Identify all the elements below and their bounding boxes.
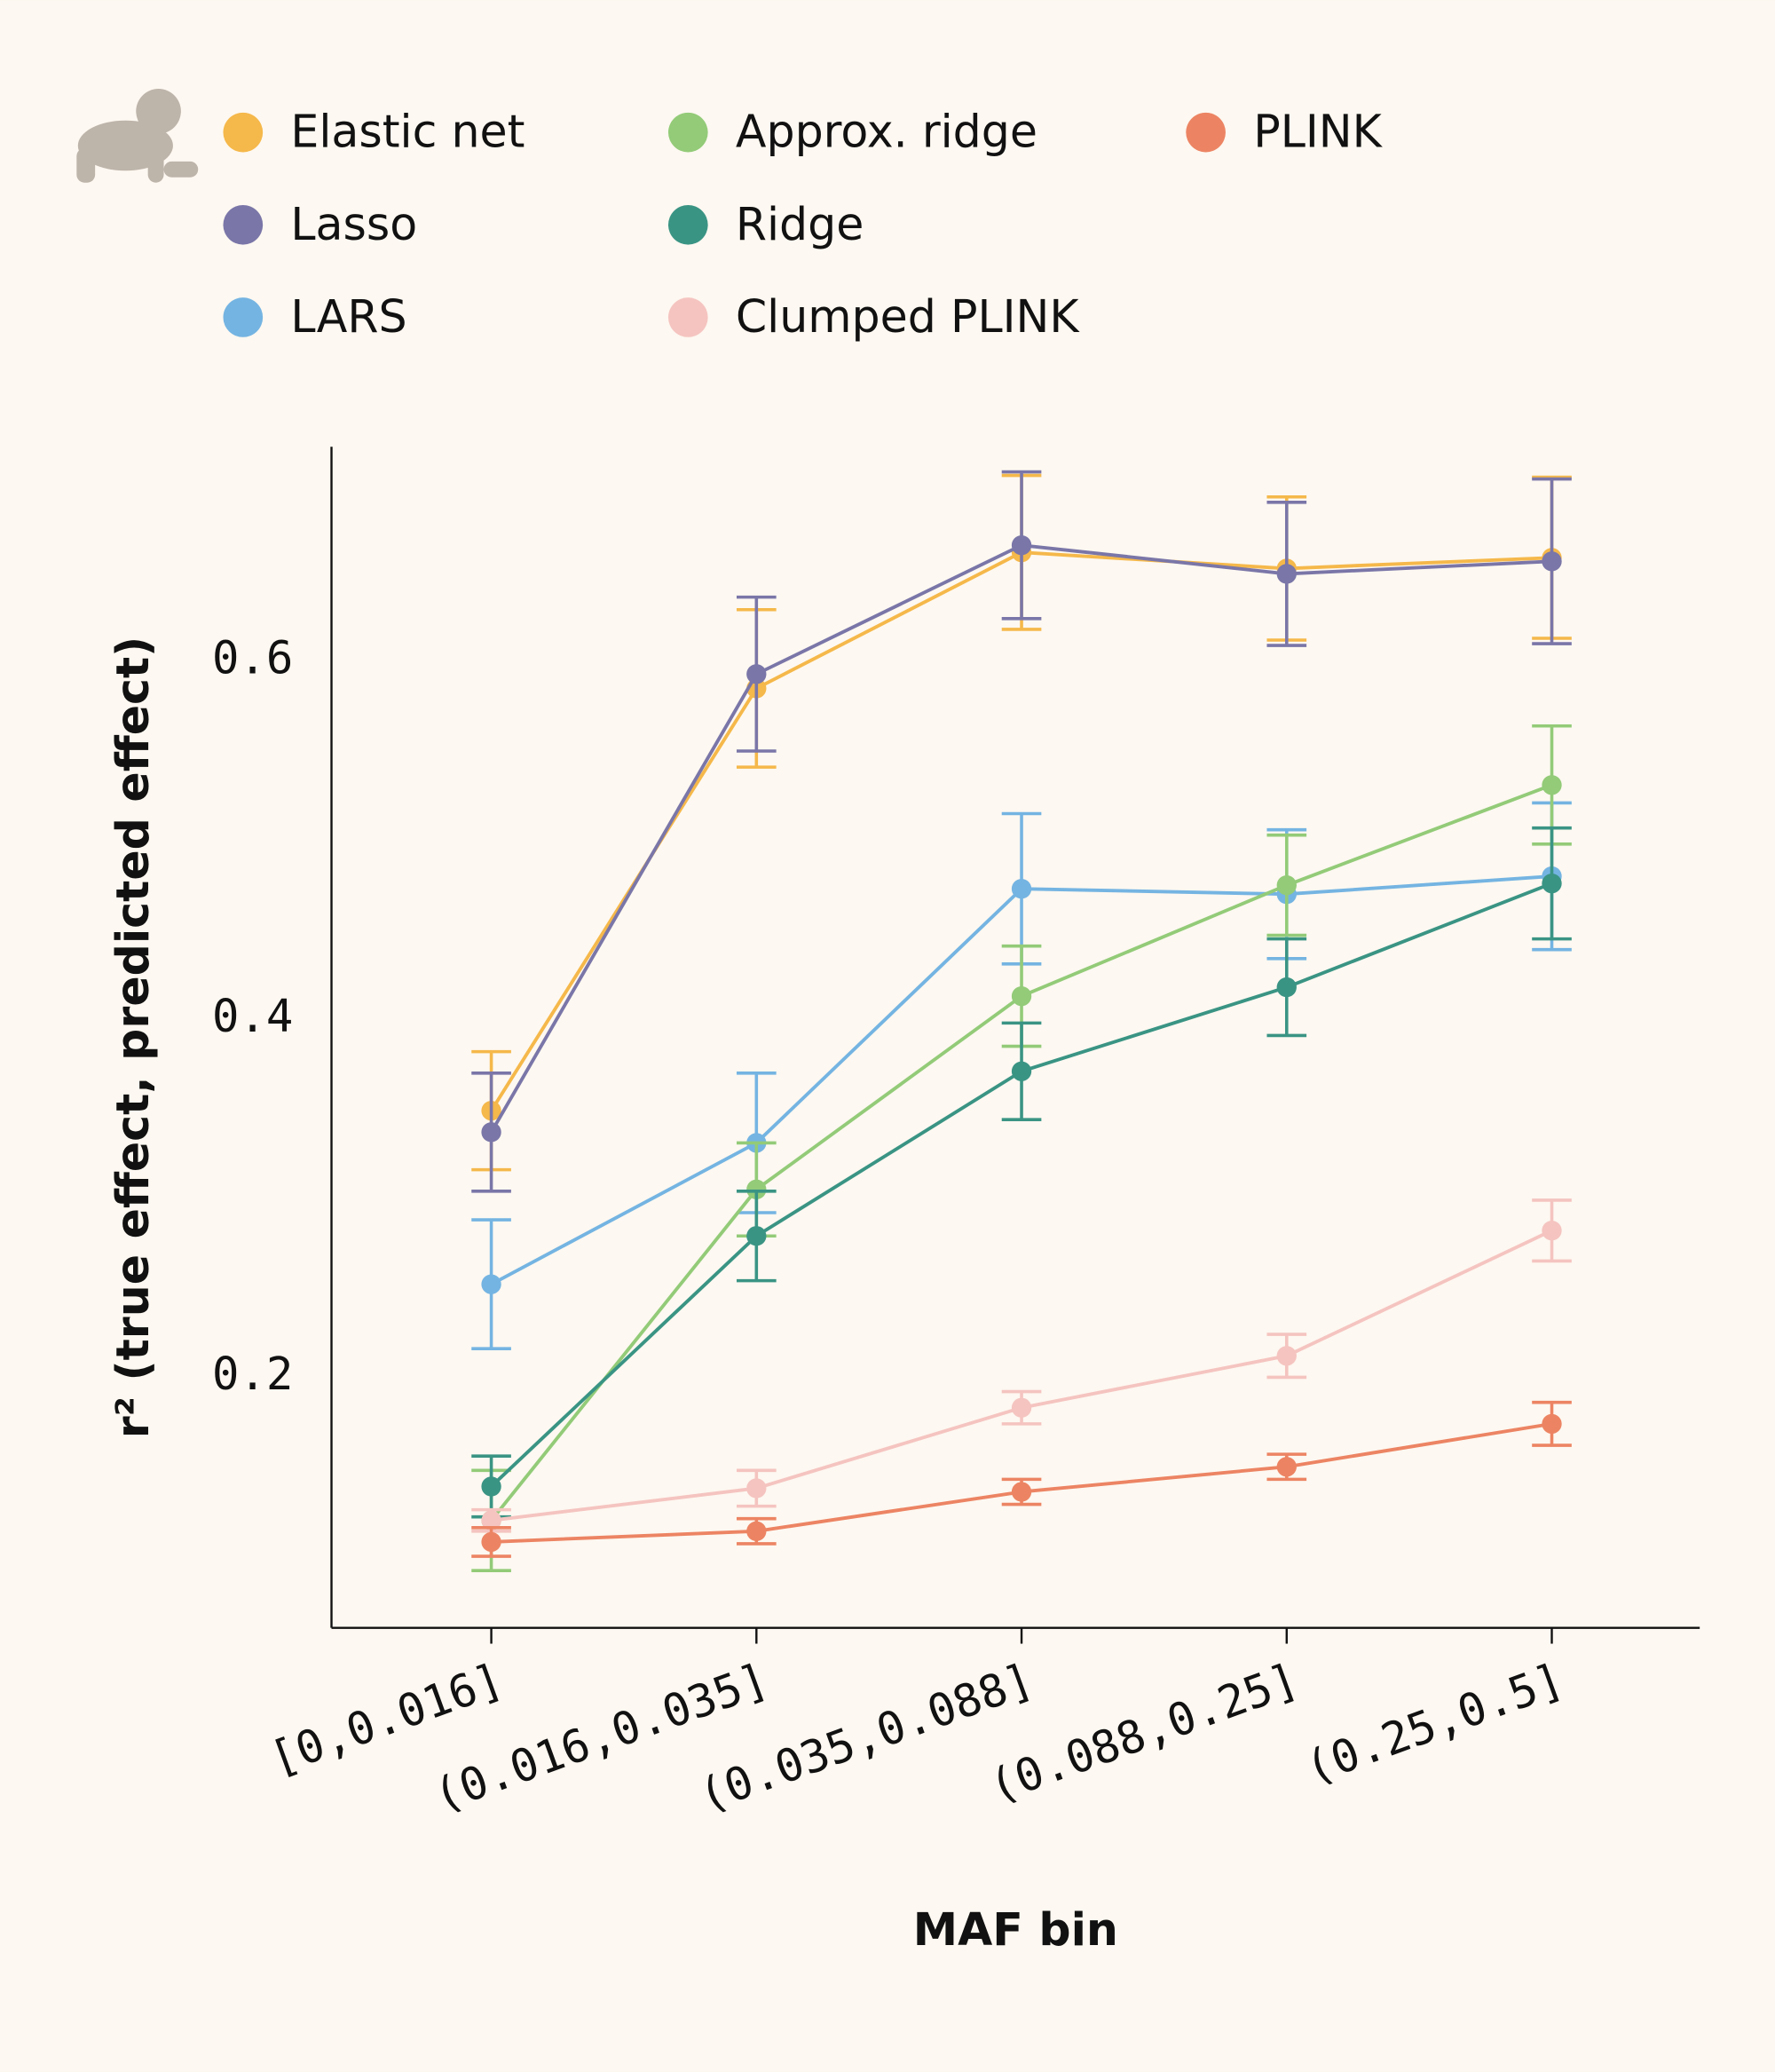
y-axis-title: r² (true effect, predicted effect) bbox=[106, 637, 159, 1439]
legend-label: Clumped PLINK bbox=[736, 290, 1081, 343]
legend-label: PLINK bbox=[1253, 106, 1383, 158]
point bbox=[746, 1521, 767, 1541]
legend-label: Elastic net bbox=[290, 106, 525, 158]
point bbox=[481, 1274, 501, 1294]
baby-icon bbox=[76, 89, 199, 183]
x-axis-title: MAF bin bbox=[913, 1903, 1118, 1956]
series bbox=[471, 826, 1572, 1519]
point bbox=[1011, 535, 1032, 556]
point bbox=[746, 1179, 767, 1199]
point bbox=[1276, 564, 1297, 584]
legend-marker bbox=[223, 112, 264, 153]
point bbox=[1542, 1221, 1562, 1241]
point bbox=[1542, 775, 1562, 795]
legend-label: LARS bbox=[290, 290, 406, 343]
legend-marker bbox=[667, 112, 708, 153]
series bbox=[471, 1198, 1572, 1533]
point bbox=[481, 1476, 501, 1497]
point bbox=[1276, 977, 1297, 998]
point bbox=[1011, 1061, 1032, 1081]
legend-label: Lasso bbox=[290, 198, 417, 250]
point bbox=[746, 1478, 767, 1499]
point bbox=[1011, 1482, 1032, 1502]
point bbox=[481, 1510, 501, 1530]
legend-marker bbox=[1186, 112, 1226, 153]
legend-marker bbox=[667, 204, 708, 245]
legend-label: Ridge bbox=[736, 198, 864, 250]
legend-marker bbox=[223, 204, 264, 245]
point bbox=[1276, 1346, 1297, 1366]
point bbox=[1542, 1413, 1562, 1435]
point bbox=[481, 1122, 501, 1143]
y-tick-label: 0.4 bbox=[212, 990, 293, 1042]
point bbox=[1011, 1397, 1032, 1418]
point bbox=[1542, 873, 1562, 894]
y-tick-label: 0.6 bbox=[212, 632, 293, 684]
point bbox=[481, 1531, 501, 1553]
series bbox=[471, 470, 1572, 1193]
legend-marker bbox=[223, 297, 264, 337]
point bbox=[1011, 879, 1032, 899]
legend-marker bbox=[667, 297, 708, 337]
point bbox=[746, 664, 767, 684]
legend-label: Approx. ridge bbox=[736, 106, 1037, 158]
point bbox=[1276, 1457, 1297, 1477]
series bbox=[471, 1400, 1572, 1558]
point bbox=[1011, 985, 1032, 1007]
point bbox=[746, 1226, 767, 1246]
point bbox=[1542, 551, 1562, 572]
point bbox=[1276, 874, 1297, 896]
y-tick-label: 0.2 bbox=[212, 1348, 293, 1400]
